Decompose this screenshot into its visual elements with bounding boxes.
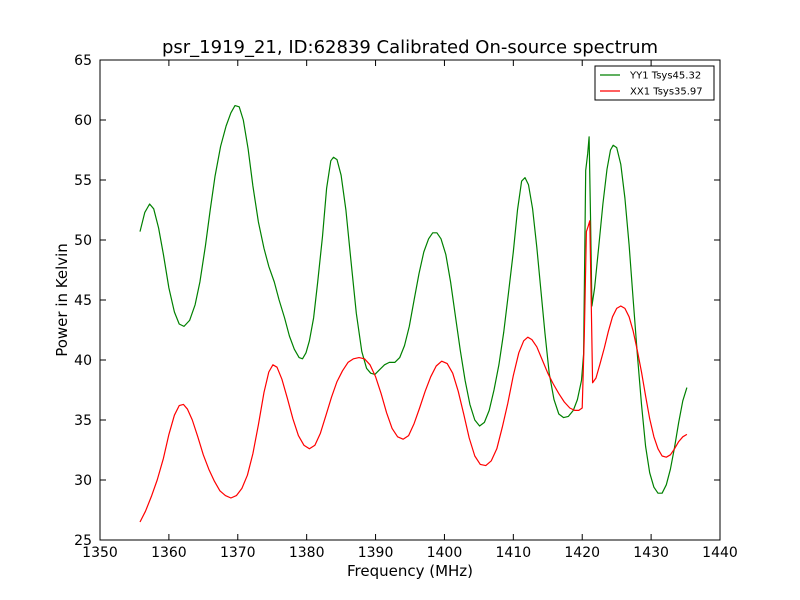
x-tick-label: 1430: [633, 545, 669, 561]
y-tick-label: 40: [74, 353, 92, 369]
x-tick-label: 1400: [427, 545, 463, 561]
chart-title: psr_1919_21, ID:62839 Calibrated On-sour…: [162, 37, 658, 58]
legend-label-1: XX1 Tsys35.97: [630, 87, 703, 98]
legend-label-0: YY1 Tsys45.32: [629, 71, 701, 82]
x-tick-label: 1370: [220, 545, 256, 561]
y-tick-label: 25: [74, 533, 92, 549]
plot-area: [99, 59, 721, 541]
x-tick-label: 1380: [289, 545, 325, 561]
series-line-0: [139, 104, 688, 494]
x-tick-label: 1440: [702, 545, 738, 561]
y-axis-label: Power in Kelvin: [53, 243, 71, 357]
series-layer: [139, 104, 688, 523]
ticks-layer: [99, 59, 721, 541]
y-tick-label: 35: [74, 413, 92, 429]
x-tick-label: 1360: [151, 545, 187, 561]
y-tick-labels: 25 30 35 40 45 50 55 60 65: [74, 53, 92, 549]
y-tick-label: 65: [74, 53, 92, 69]
x-tick-label: 1410: [496, 545, 532, 561]
legend: YY1 Tsys45.32 XX1 Tsys35.97: [594, 65, 715, 101]
y-tick-label: 60: [74, 113, 92, 129]
x-tick-labels: 1350 1360 1370 1380 1390 1400 1410 1420 1430 1440: [82, 545, 738, 561]
x-tick-label: 1390: [358, 545, 394, 561]
y-tick-label: 55: [74, 173, 92, 189]
y-tick-label: 50: [74, 233, 92, 249]
x-axis-label: Frequency (MHz): [347, 562, 473, 580]
y-tick-label: 45: [74, 293, 92, 309]
series-line-1: [139, 220, 688, 523]
x-tick-label: 1420: [564, 545, 600, 561]
x-tick-label: 1350: [82, 545, 118, 561]
plot-background: [100, 60, 720, 540]
y-tick-label: 30: [74, 473, 92, 489]
legend-box: [594, 65, 715, 101]
